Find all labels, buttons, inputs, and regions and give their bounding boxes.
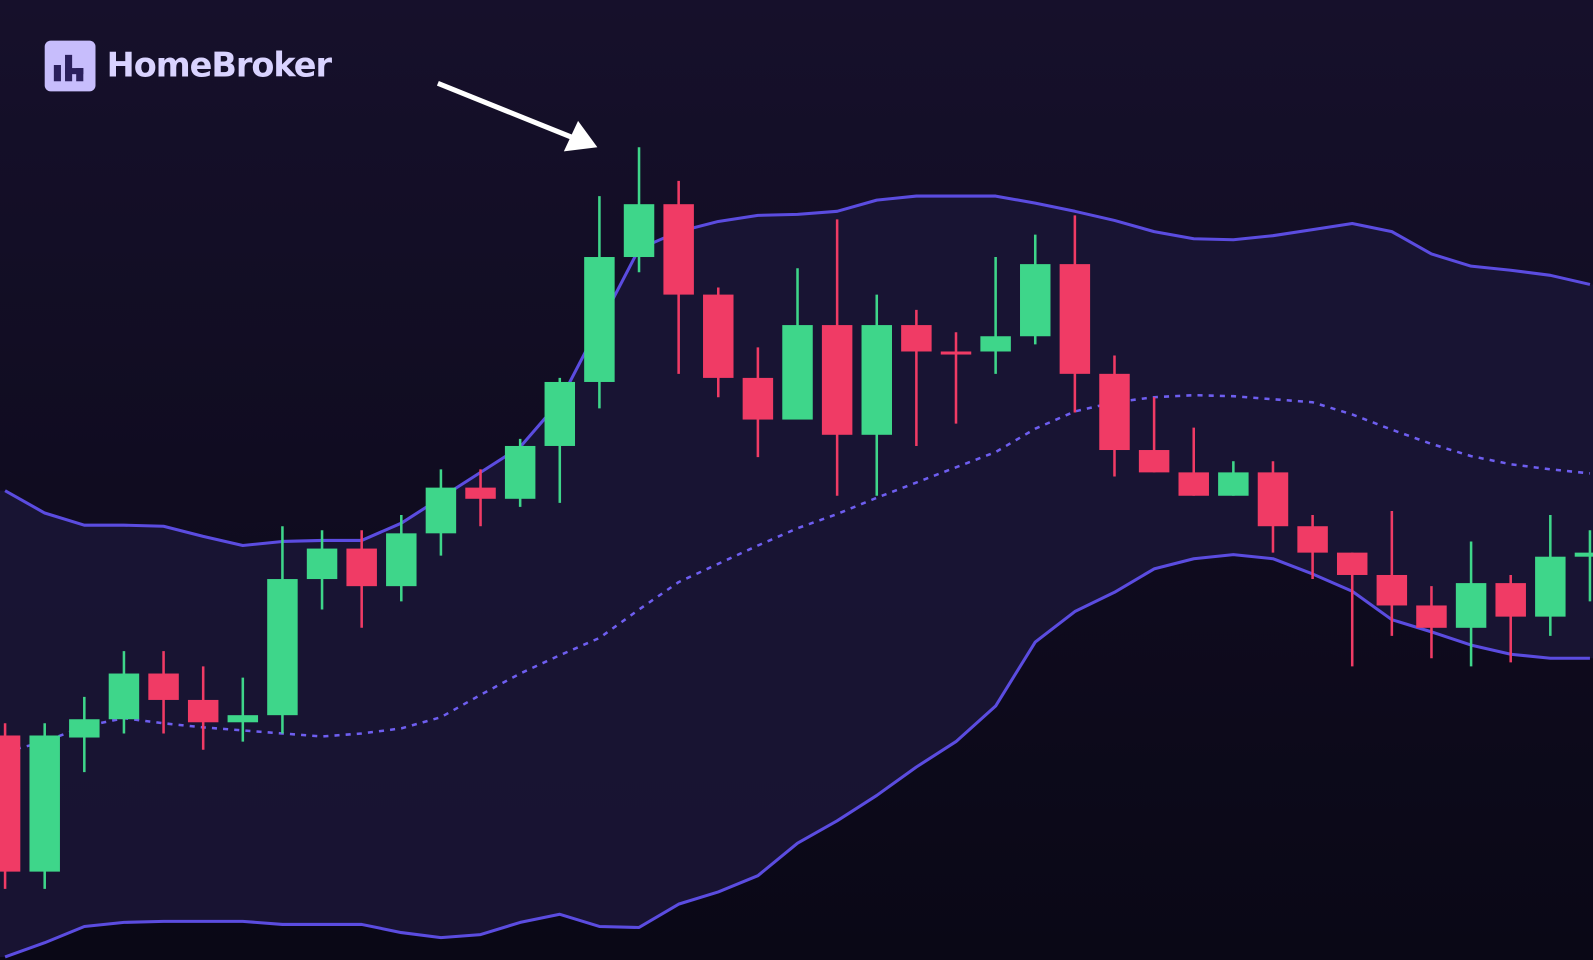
candle-body: [425, 487, 457, 534]
candle-body: [465, 487, 496, 499]
candle-body: [1218, 472, 1249, 496]
candle-body: [901, 325, 932, 352]
band-fill: [0, 196, 1593, 957]
candle-body: [1138, 450, 1170, 473]
candle-body: [0, 735, 21, 872]
candle-body: [1376, 574, 1408, 606]
candle-body: [782, 325, 813, 420]
arrow-head: [563, 120, 598, 152]
candle-body: [623, 204, 655, 258]
candle-body: [1059, 264, 1091, 374]
candle-body: [148, 673, 179, 700]
candle-body: [1574, 552, 1593, 557]
candle-body: [504, 445, 536, 499]
candle-body: [1020, 264, 1051, 337]
arrow-shaft: [436, 80, 575, 141]
candle-body: [227, 715, 259, 723]
logo: HomeBroker: [44, 40, 334, 92]
logo-bar: [65, 68, 84, 75]
plot: [0, 147, 1593, 959]
logo-bar: [53, 65, 61, 82]
candle-body: [386, 533, 417, 587]
candle-body: [1455, 583, 1487, 628]
candle-body: [108, 673, 140, 720]
candle-body: [940, 351, 972, 355]
candle-body: [1099, 373, 1130, 451]
candle-body: [703, 294, 734, 378]
candle-body: [742, 377, 774, 420]
candle-body: [1257, 472, 1289, 527]
candle-body: [1178, 472, 1209, 496]
candle-body: [663, 204, 694, 295]
candle-body: [267, 579, 298, 716]
candle-body: [584, 257, 615, 382]
candle-body: [1416, 605, 1447, 628]
candle-body: [980, 336, 1011, 352]
outer-band: [4, 194, 1591, 548]
logo-bar: [76, 68, 84, 82]
outer-band: [4, 553, 1590, 959]
candle-body: [1535, 556, 1566, 617]
candle-body: [346, 548, 377, 587]
brand-name: HomeBroker: [107, 46, 333, 85]
candle-body: [29, 735, 60, 872]
candle-body: [861, 325, 892, 435]
candle-body: [1495, 583, 1526, 617]
candle-body: [187, 699, 219, 723]
candle-body: [306, 548, 338, 580]
candle-body: [544, 381, 576, 446]
candle-body: [821, 325, 853, 435]
candle-body: [69, 719, 100, 738]
candle-body: [1336, 552, 1368, 575]
middle-band: [4, 393, 1591, 753]
annotation-arrow: [436, 80, 598, 152]
candle-body: [1297, 526, 1328, 553]
